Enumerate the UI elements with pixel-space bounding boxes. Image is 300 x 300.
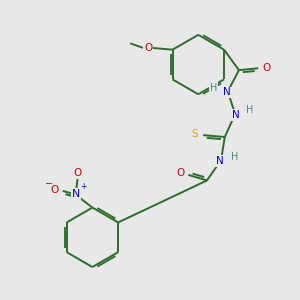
Text: N: N — [223, 87, 231, 98]
Text: −: − — [44, 179, 52, 189]
Text: O: O — [262, 63, 271, 73]
Text: O: O — [144, 43, 152, 53]
Text: O: O — [176, 168, 184, 178]
Text: N: N — [232, 110, 240, 120]
Text: O: O — [74, 168, 82, 178]
Text: N: N — [72, 189, 81, 199]
Text: N: N — [216, 156, 224, 166]
Text: H: H — [246, 105, 253, 115]
Text: H: H — [210, 83, 217, 93]
Text: H: H — [231, 152, 238, 162]
Text: O: O — [50, 185, 59, 195]
Text: +: + — [81, 182, 87, 191]
Text: S: S — [192, 129, 198, 140]
